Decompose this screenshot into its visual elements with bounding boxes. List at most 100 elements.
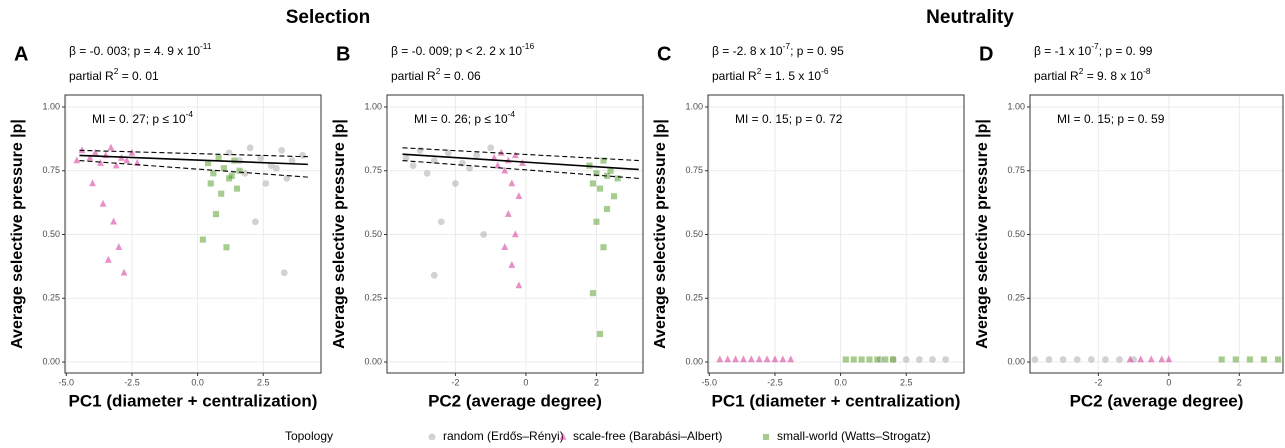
- point: [593, 218, 600, 225]
- plot-background: [65, 95, 321, 373]
- stat-annotation: partial R2 = 0. 01: [69, 66, 159, 83]
- point: [600, 244, 607, 251]
- point: [280, 269, 288, 277]
- point: [1116, 356, 1123, 363]
- point: [724, 355, 732, 363]
- point: [107, 143, 115, 151]
- mi-annotation: MI = 0. 15; p = 0. 59: [1057, 112, 1165, 126]
- legend-label: small-world (Watts–Strogatz): [777, 429, 931, 443]
- point: [1246, 356, 1253, 363]
- plot-border: [1029, 94, 1284, 374]
- point: [850, 356, 857, 363]
- y-axis-title: Average selective pressure |p|: [652, 119, 669, 349]
- point: [416, 146, 424, 154]
- text-run: = 0. 06: [440, 69, 481, 83]
- point: [1126, 355, 1134, 363]
- text-run: = 0. 01: [118, 69, 159, 83]
- point: [1275, 356, 1282, 363]
- mi-annotation: MI = 0. 15; p = 0. 72: [735, 112, 843, 126]
- fit-line: [402, 153, 639, 171]
- text-run: β = -0. 009; p < 2. 2 x 10: [391, 44, 522, 58]
- mi-annotation: MI = 0. 27; p ≤ 10-4: [92, 109, 193, 126]
- point: [779, 355, 787, 363]
- panel-label: B: [336, 43, 350, 65]
- point: [212, 211, 220, 218]
- point: [882, 356, 889, 363]
- superscript: -7: [1091, 41, 1099, 51]
- y-tick-label: 0.25: [364, 293, 382, 303]
- text-run: ; p = 0. 99: [1099, 44, 1153, 58]
- x-tick-label: 2: [1237, 377, 1242, 387]
- point: [589, 290, 596, 297]
- point: [866, 356, 873, 363]
- superscript: -8: [1143, 66, 1151, 76]
- text-run: MI = 0. 27; p ≤ 10: [92, 112, 186, 126]
- point: [603, 205, 611, 213]
- point: [611, 193, 618, 200]
- text-run: partial R: [1034, 69, 1079, 83]
- x-tick-label: 0.0: [191, 377, 204, 387]
- plot-border: [707, 94, 965, 374]
- text-run: β = -0. 003; p = 4. 9 x 10: [69, 44, 200, 58]
- x-axis-title: PC2 (average degree): [428, 391, 602, 410]
- point: [210, 170, 217, 177]
- point: [99, 199, 107, 207]
- point: [858, 356, 865, 363]
- point: [283, 175, 291, 182]
- point: [207, 180, 214, 187]
- text-run: = 9. 8 x 10: [1083, 69, 1143, 83]
- y-axis-title: Average selective pressure |p|: [974, 119, 991, 349]
- point: [497, 148, 505, 156]
- y-tick-label: 0.50: [685, 229, 703, 239]
- stat-annotation: β = -0. 009; p < 2. 2 x 10-16: [391, 41, 534, 58]
- plot-background: [708, 95, 964, 373]
- point: [466, 164, 473, 172]
- y-tick-label: 0.50: [42, 229, 60, 239]
- point: [91, 148, 99, 156]
- point: [218, 190, 225, 197]
- y-tick-label: 0.00: [1007, 356, 1025, 366]
- point: [508, 179, 516, 187]
- x-tick-label: -2.5: [124, 377, 140, 387]
- point: [494, 161, 502, 169]
- point: [409, 162, 417, 170]
- y-tick-label: 0.00: [42, 356, 60, 366]
- point: [473, 152, 480, 159]
- point: [251, 218, 259, 226]
- point: [112, 161, 120, 169]
- ci-upper: [79, 149, 308, 158]
- point: [490, 153, 498, 161]
- x-tick-label: 2.5: [257, 377, 270, 387]
- point: [890, 356, 897, 363]
- superscript: -11: [200, 41, 212, 51]
- point: [511, 151, 519, 159]
- point: [763, 355, 771, 363]
- superscript: 2: [114, 66, 119, 76]
- x-tick-label: -2.5: [767, 377, 783, 387]
- point: [262, 180, 270, 187]
- point: [1218, 356, 1225, 363]
- point: [430, 157, 438, 164]
- legend-label: scale-free (Barabási–Albert): [573, 429, 722, 443]
- stat-annotation: β = -1 x 10-7; p = 0. 99: [1034, 41, 1153, 58]
- y-tick-label: 0.25: [1007, 293, 1025, 303]
- point: [236, 167, 243, 174]
- superscript: -4: [186, 109, 194, 119]
- point: [205, 160, 212, 167]
- point: [288, 157, 296, 164]
- legend-label: random (Erdős–Rényi): [443, 429, 564, 443]
- point: [929, 356, 936, 363]
- point: [1102, 356, 1109, 363]
- legend-marker: [428, 433, 436, 441]
- superscript: -4: [508, 109, 516, 119]
- y-tick-label: 0.50: [364, 229, 382, 239]
- text-run: partial R: [69, 69, 114, 83]
- point: [104, 255, 112, 263]
- point: [740, 355, 747, 363]
- legend-marker: [559, 432, 567, 440]
- point: [942, 356, 950, 363]
- group-title: Neutrality: [926, 7, 1014, 28]
- y-tick-label: 0.75: [1007, 165, 1025, 175]
- point: [1147, 355, 1155, 363]
